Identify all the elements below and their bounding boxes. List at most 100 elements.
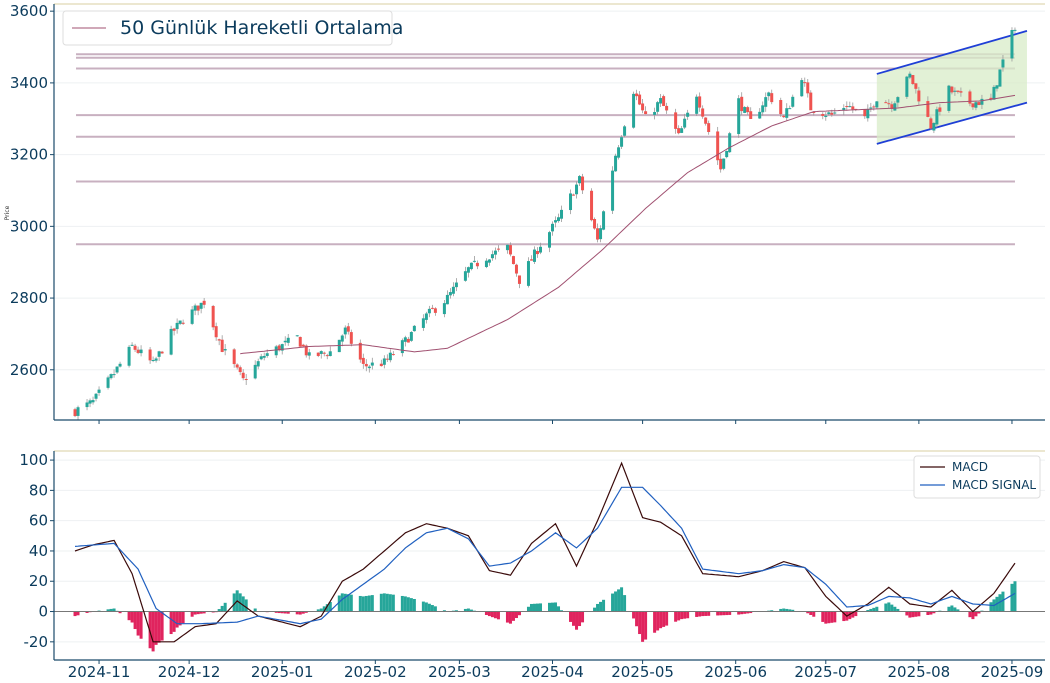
candle-body (560, 209, 564, 219)
candle-body (656, 102, 660, 112)
macd-axes (53, 451, 1045, 661)
price-legend: 50 Günlük Hareketli Ortalama (62, 10, 403, 46)
candle-body (581, 176, 585, 191)
macd-histogram-bar (989, 602, 993, 612)
macd-histogram-bar (725, 611, 729, 616)
macd-histogram-bar (490, 611, 494, 618)
macd-histogram-bar (508, 611, 512, 624)
candle-body (623, 126, 627, 136)
candle-body (535, 250, 539, 255)
macd-histogram-bar (526, 606, 530, 612)
candle-body (151, 359, 155, 361)
candle-body (307, 352, 311, 356)
x-tick-label: 2025-05 (611, 663, 674, 681)
candle-body (872, 106, 876, 108)
macd-histogram-bar (704, 611, 708, 616)
candle-body (791, 96, 795, 107)
candle-body (680, 128, 684, 133)
macd-histogram-bar (740, 611, 744, 615)
candle-body (743, 107, 747, 113)
candle-body (863, 109, 867, 117)
candle-body (130, 344, 134, 346)
candle-body (514, 264, 518, 274)
candle-body (256, 361, 260, 367)
candle-body (749, 111, 753, 119)
macd-histogram-bar (971, 611, 975, 620)
macd-histogram-bar (701, 611, 705, 617)
candle-body (845, 106, 849, 108)
macd-histogram-bar (677, 611, 681, 621)
candle-body (950, 86, 954, 93)
macd-histogram-bar (974, 611, 978, 617)
macd-histogram-bar (511, 611, 515, 621)
candle-body (448, 292, 452, 296)
macd-histogram-bar (791, 609, 795, 612)
candle-body (190, 309, 194, 324)
macd-histogram-bar (641, 611, 645, 642)
macd-histogram-bar (632, 611, 636, 619)
candle-body (593, 219, 597, 229)
candle-body (821, 114, 825, 116)
macd-histogram-bar (139, 611, 143, 639)
macd-histogram-bar (403, 596, 407, 612)
macd-histogram-bar (463, 608, 467, 612)
candle-body (421, 318, 425, 328)
macd-histogram-bar (349, 594, 353, 612)
macd-histogram-bar (337, 595, 341, 612)
candle-body (403, 337, 407, 342)
candle-body (932, 122, 936, 131)
candle-body (1001, 59, 1005, 68)
candle-body (424, 313, 428, 320)
x-tick-label: 2025-03 (428, 663, 491, 681)
candle-body (698, 96, 702, 108)
candle-body (361, 357, 365, 364)
macd-y-ticks: -20 0 20 40 60 80 100 (19, 451, 54, 651)
macd-histogram-bar (409, 598, 413, 612)
macd-histogram-bar (379, 593, 383, 612)
macd-histogram-bar (686, 611, 690, 619)
macd-y-tick-label: -20 (24, 633, 49, 651)
x-axis-ticks: 2024-11 2024-12 2025-01 2025-02 2025-03 2025-… (68, 420, 1043, 681)
candle-body (989, 97, 993, 100)
candle-body (484, 260, 488, 268)
candle-body (88, 400, 92, 404)
candle-body (800, 80, 804, 97)
candle-body (406, 338, 410, 343)
macd-histogram-bar (956, 609, 960, 612)
macd-histogram-bar (532, 603, 536, 612)
macd-histogram-bar (893, 606, 897, 612)
macd-histogram-bar (746, 611, 750, 614)
candle-body (617, 147, 621, 158)
candle-body (505, 244, 509, 251)
channel-upper-line (876, 30, 1028, 75)
macd-histogram-bar (328, 602, 332, 612)
macd-histogram-bar (569, 611, 573, 622)
candle-body (719, 158, 723, 170)
macd-histogram-bar (743, 611, 747, 614)
macd-histogram-bar (953, 607, 957, 612)
candle-body (866, 109, 870, 119)
candle-body (842, 107, 846, 111)
candle-body (127, 346, 131, 366)
candle-body (409, 331, 413, 341)
candle-body (914, 83, 918, 89)
candle-body (157, 351, 161, 357)
price-y-tick-label: 3600 (10, 2, 48, 20)
candle-body (136, 349, 140, 353)
candle-body (511, 256, 515, 265)
candle-body (193, 305, 197, 311)
candle-body (590, 190, 594, 221)
candle-body (328, 351, 332, 357)
macd-histogram-bar (716, 611, 720, 616)
macd-histogram-bar (175, 611, 179, 628)
candle-body (343, 327, 347, 335)
macd-histogram-bar (505, 611, 509, 623)
macd-histogram-bar (1010, 583, 1014, 612)
price-gridlines (54, 3, 1045, 371)
candle-body (788, 108, 792, 110)
candle-body (770, 93, 774, 103)
macd-histogram-bar (749, 611, 753, 614)
macd-histogram-bar (127, 611, 131, 621)
candle-body (1013, 29, 1017, 31)
candle-body (779, 100, 783, 115)
